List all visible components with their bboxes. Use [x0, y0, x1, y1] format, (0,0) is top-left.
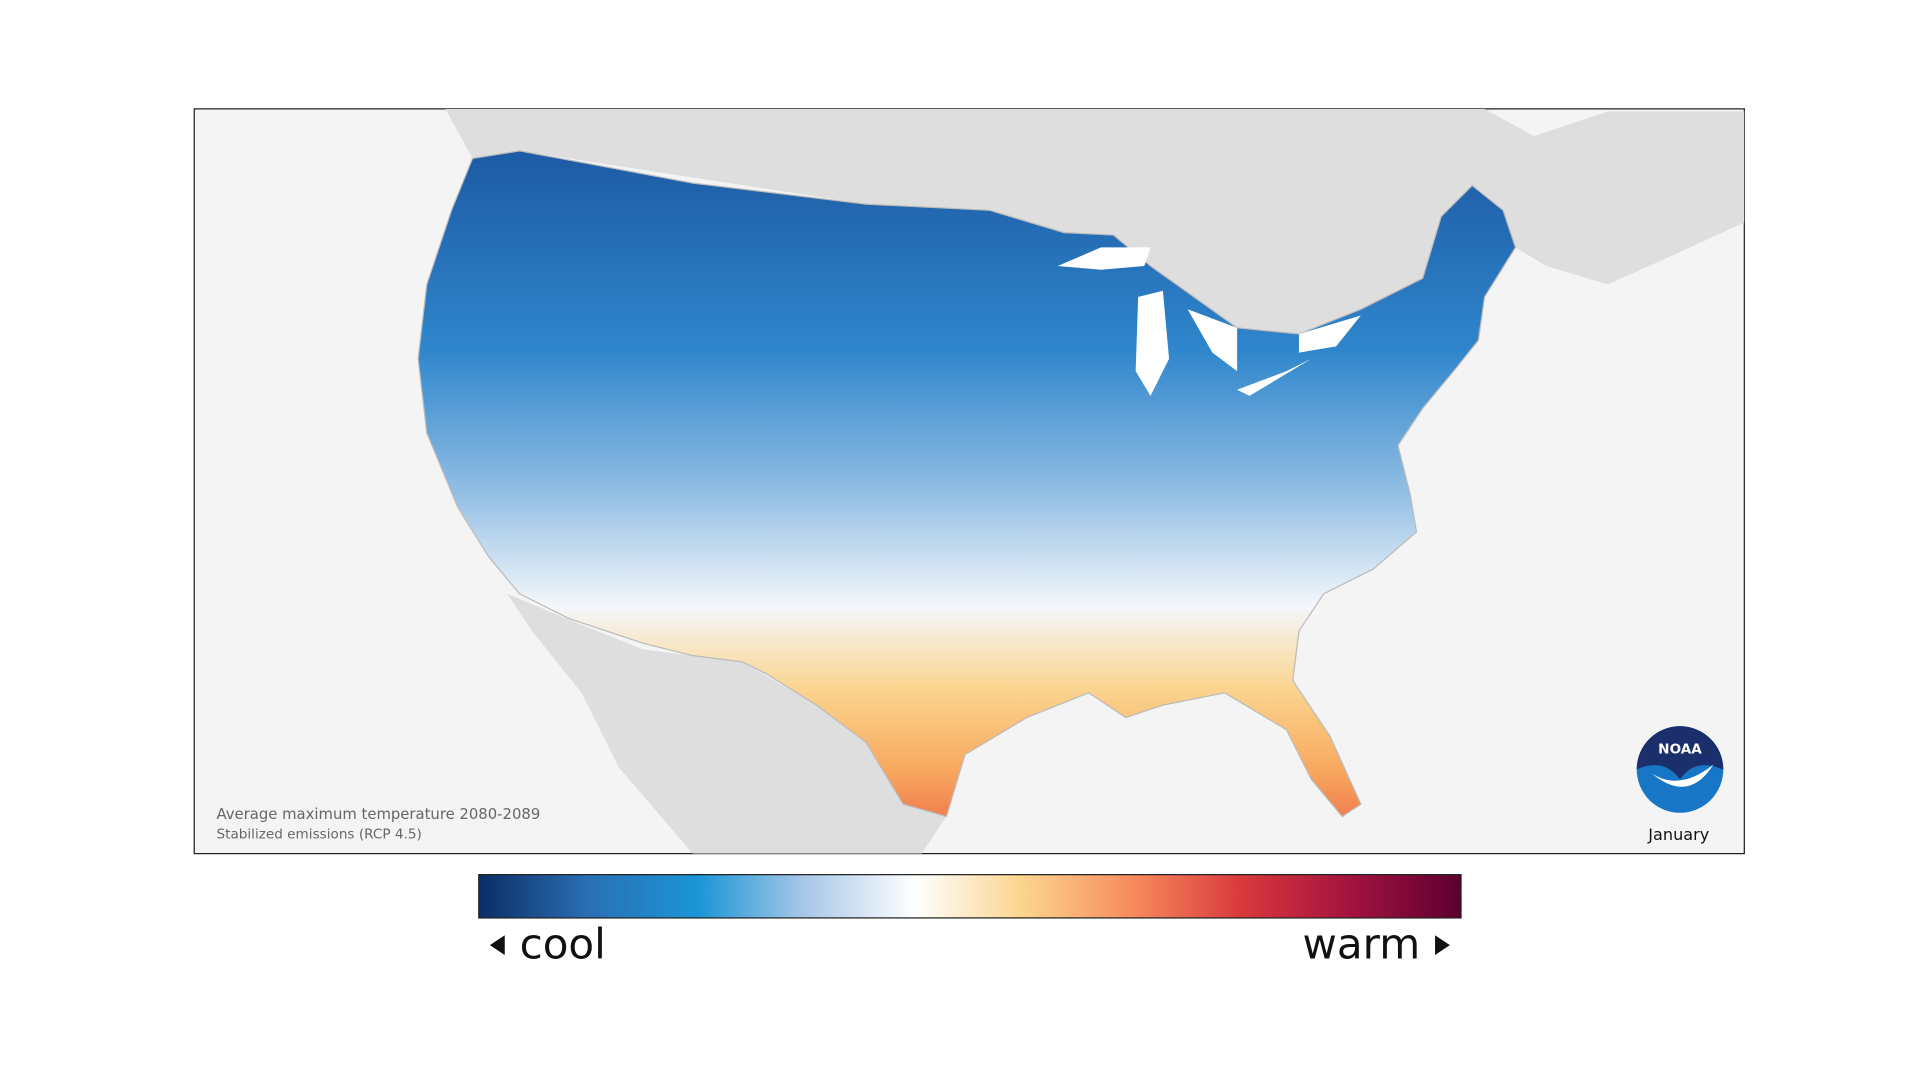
noaa-logo: NOAA: [1636, 726, 1724, 813]
colorbar: [478, 874, 1462, 919]
arrow-left: [489, 935, 505, 956]
canada-land: [445, 108, 1745, 335]
logo-text: NOAA: [1658, 741, 1702, 757]
caption-line: Average maximum temperature 2080-2089: [216, 806, 540, 823]
legend-low: cool: [520, 920, 606, 969]
arrow-right: [1435, 935, 1450, 956]
conus-temperature: [417, 150, 1517, 818]
month-label: January: [1647, 825, 1709, 844]
basemap: [417, 108, 1745, 854]
great-lakes: [1057, 247, 1361, 396]
mexico-land: [507, 593, 947, 854]
caption-line: Stabilized emissions (RCP 4.5): [216, 827, 421, 843]
legend-high: warm: [1303, 920, 1421, 969]
